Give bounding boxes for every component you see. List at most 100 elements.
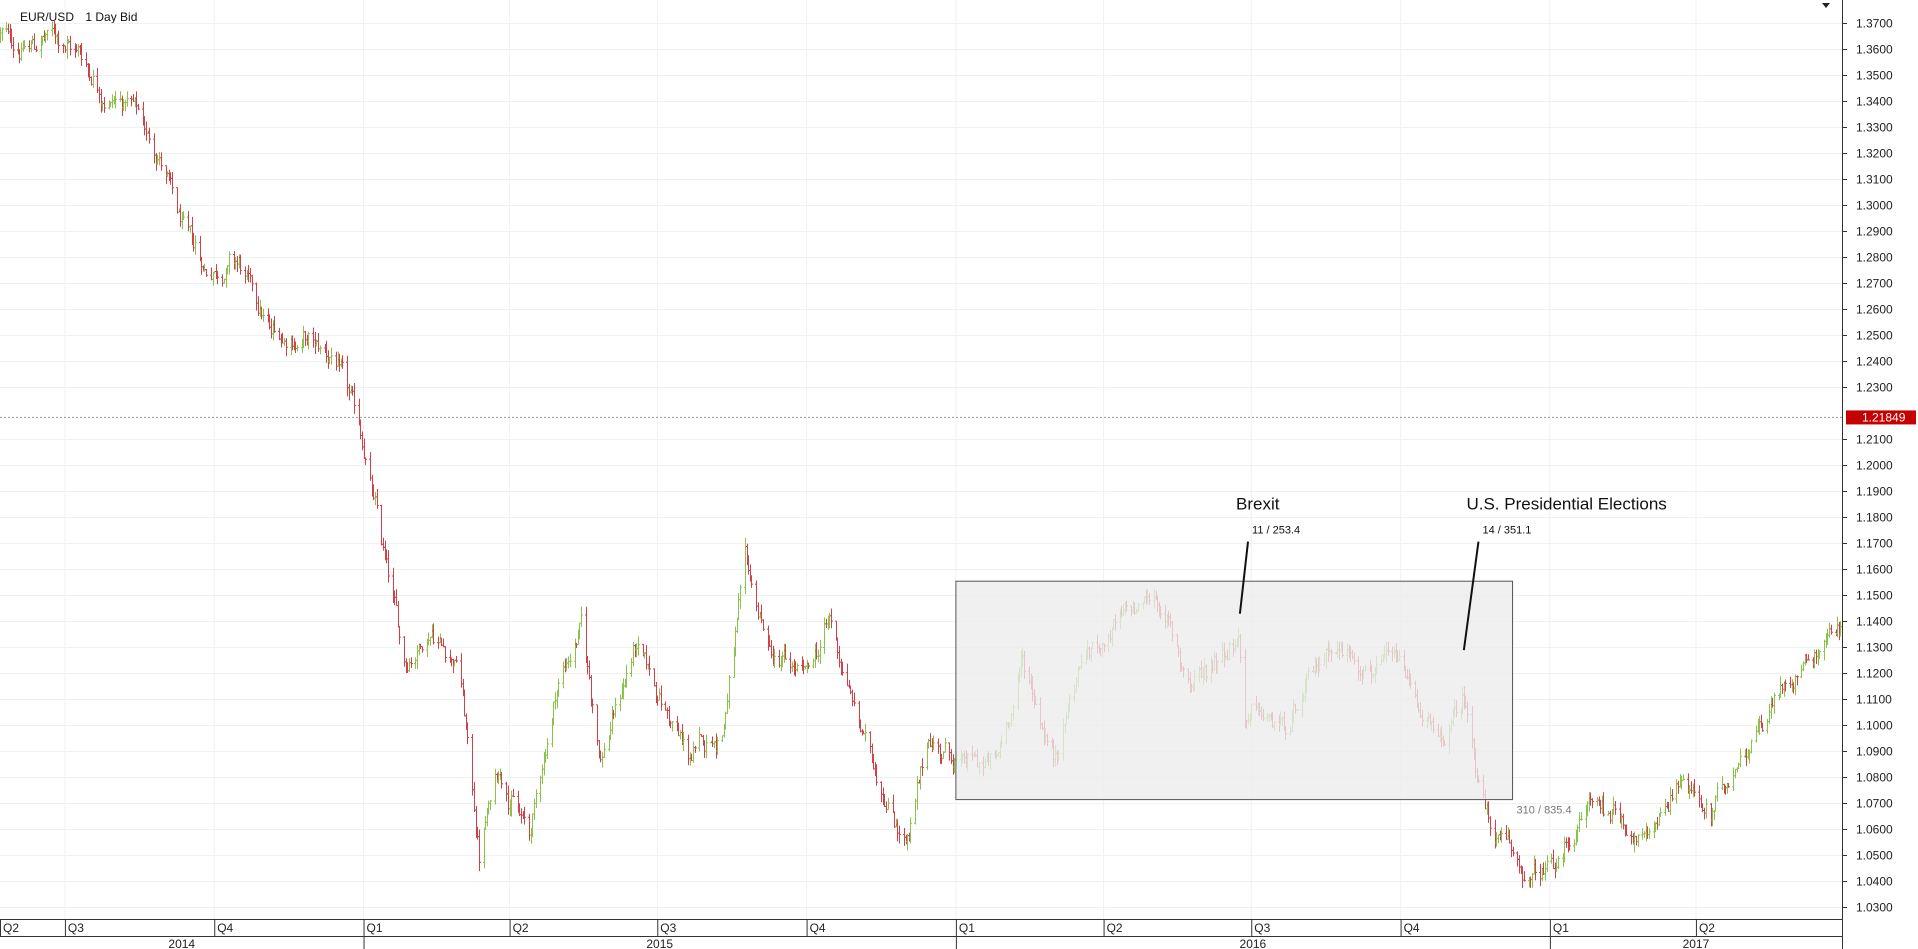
ohlc-bar (307, 331, 310, 350)
ohlc-bar (466, 722, 469, 745)
range-box-label: 310 / 835.4 (1517, 805, 1572, 817)
ohlc-bar (1664, 798, 1667, 816)
x-year-label: 2016 (1240, 937, 1267, 949)
ohlc-bar (7, 23, 10, 35)
y-tick-label: 1.2700 (1856, 277, 1893, 291)
ohlc-bar (1828, 622, 1831, 638)
x-quarter-label: Q1 (367, 921, 383, 935)
x-year-label: 2015 (646, 937, 673, 949)
ohlc-bar (455, 655, 458, 663)
annotation-title: Brexit (1236, 495, 1280, 514)
y-tick-label: 1.2500 (1856, 329, 1893, 343)
ohlc-bar (273, 315, 276, 333)
ohlc-bar (728, 675, 731, 709)
ohlc-bar (1523, 871, 1526, 882)
ohlc-bar (28, 40, 31, 53)
ohlc-bar (535, 789, 538, 809)
x-axis-bg (0, 919, 1842, 949)
ohlc-bar (591, 698, 594, 714)
x-quarter-label: Q1 (1553, 921, 1569, 935)
y-tick-label: 1.3200 (1856, 147, 1893, 161)
ohlc-bar (1713, 809, 1716, 820)
ohlc-bar (408, 657, 411, 673)
y-tick-label: 1.1100 (1856, 693, 1892, 707)
ohlc-bar (851, 689, 854, 707)
ohlc-bar (853, 692, 856, 707)
ohlc-bar (671, 721, 674, 732)
ohlc-bar (442, 638, 445, 648)
ohlc-bar (130, 95, 133, 107)
ohlc-bar (796, 663, 799, 672)
ohlc-bar (119, 91, 122, 102)
ohlc-bar (92, 69, 95, 88)
ohlc-bar (1580, 812, 1583, 821)
ohlc-bar (664, 701, 667, 711)
y-tick-label: 1.3600 (1856, 43, 1893, 57)
ohlc-bar (750, 575, 753, 588)
ohlc-bar (1500, 827, 1503, 843)
ohlc-bar (653, 668, 656, 687)
ohlc-bar (364, 457, 367, 466)
y-tick-label: 1.3300 (1856, 121, 1893, 135)
ohlc-bar (546, 738, 549, 760)
ohlc-bar (194, 235, 197, 255)
overlays: 310 / 835.4 Brexit 11 / 253.4 U.S. Presiden… (0, 416, 1842, 817)
ohlc-bar (520, 808, 523, 824)
ohlc-bar (1489, 816, 1492, 836)
ohlc-bar (588, 660, 591, 680)
x-quarter-label: Q2 (1699, 921, 1715, 935)
y-tick-label: 1.0800 (1856, 771, 1893, 785)
ohlc-bar (1773, 692, 1776, 715)
ohlc-bar (1573, 839, 1576, 852)
ohlc-bar (239, 254, 242, 275)
y-tick-label: 1.2400 (1856, 355, 1893, 369)
ohlc-bar (836, 637, 839, 659)
ohlc-bar (567, 656, 570, 669)
ohlc-bar (296, 344, 299, 352)
ohlc-bar (898, 825, 901, 844)
ohlc-bar (312, 327, 315, 348)
ohlc-bar (0, 27, 2, 43)
ohlc-bar (770, 639, 773, 659)
ohlc-bar (505, 781, 508, 802)
ohlc-bar (228, 251, 231, 275)
ohlc-bar (1609, 810, 1612, 824)
ohlc-bar (33, 33, 36, 50)
ohlc-bar (1768, 703, 1771, 724)
ohlc-bar (784, 643, 787, 660)
ohlc-bar (660, 685, 663, 711)
ohlc-bar (283, 337, 286, 347)
ohlc-bar (1656, 817, 1659, 830)
ohlc-bar (1671, 789, 1674, 802)
y-tick-label: 1.1400 (1856, 615, 1893, 629)
ohlc-bar (221, 274, 224, 287)
chevron-down-icon (1822, 3, 1830, 8)
ohlc-bar (148, 127, 151, 144)
ohlc-bar (57, 30, 60, 53)
ohlc-bar (562, 661, 565, 689)
ohlc-bar (1732, 767, 1735, 792)
ohlc-bar (244, 266, 247, 284)
ohlc-bar (1625, 824, 1628, 836)
ohlc-bar (410, 657, 413, 668)
ohlc-bar (1539, 863, 1542, 887)
ohlc-bar (398, 625, 401, 645)
ohlc-bar (835, 620, 838, 641)
ohlc-bar (387, 550, 390, 583)
ohlc-bar (921, 758, 924, 776)
ohlc-bar (353, 383, 356, 414)
ohlc-bar (80, 43, 83, 66)
ohlc-bar (12, 37, 15, 58)
ohlc-bar (909, 817, 912, 844)
ohlc-bar (1630, 830, 1633, 845)
ohlc-bar (98, 86, 101, 104)
y-tick-label: 1.3400 (1856, 95, 1893, 109)
ohlc-bar (103, 96, 106, 113)
ohlc-bar (1622, 813, 1625, 830)
ohlc-bar (483, 827, 486, 869)
ohlc-bar (251, 274, 254, 292)
y-tick-label: 1.0600 (1856, 823, 1893, 837)
y-tick-label: 1.0300 (1856, 901, 1893, 915)
